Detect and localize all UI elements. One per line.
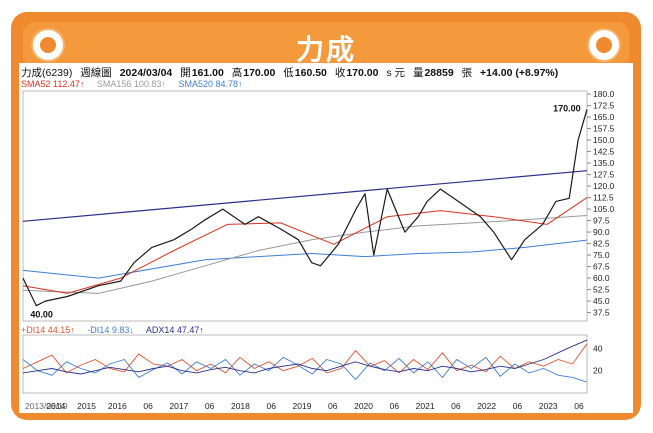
y-tick-label: 45.0: [593, 296, 610, 306]
sma156-line: [22, 215, 588, 294]
dmi-plot-area: [22, 334, 588, 394]
volume-label: 量: [412, 67, 424, 79]
x-tick-label: 06: [390, 401, 400, 411]
chart-panel: 力成(6239) 週線圖 2024/03/04 開161.00 高170.00 …: [19, 63, 633, 413]
right-circle-icon: [589, 30, 619, 60]
y-tick-label: 97.5: [593, 216, 610, 226]
x-tick-label: 2019: [293, 401, 312, 411]
trendline: [22, 170, 588, 222]
y-tick-label: 112.5: [593, 193, 614, 203]
open-value: 161.00: [191, 67, 224, 79]
y-tick-label: 142.5: [593, 147, 615, 157]
change-value: +14.00 (+8.97%): [480, 67, 559, 79]
x-tick-label: 2014: [46, 401, 65, 411]
sma-legend: SMA52 112.47↑ SMA156 100.83↑ SMA520 84.7…: [21, 79, 253, 89]
close-label: 收: [334, 67, 346, 79]
dmi-y-tick-label: 20: [593, 366, 603, 376]
x-tick-label: 06: [266, 401, 276, 411]
y-tick-label: 172.5: [593, 101, 615, 111]
high-annotation: 170.00: [553, 103, 581, 113]
sma520-legend: SMA520 84.78↑: [178, 79, 243, 89]
x-tick-label: 06: [513, 401, 523, 411]
volume-unit: 張: [461, 67, 473, 79]
sma520-line: [22, 239, 588, 279]
y-tick-label: 52.5: [593, 285, 610, 295]
x-tick-label: 2022: [477, 401, 496, 411]
y-tick-label: 120.0: [593, 181, 615, 191]
x-tick-label: 06: [143, 401, 153, 411]
x-tick-label: 06: [328, 401, 338, 411]
adx-line: [22, 339, 588, 375]
x-tick-label: 06: [205, 401, 215, 411]
y-tick-label: 90.0: [593, 227, 610, 237]
y-tick-label: 60.0: [593, 273, 610, 283]
y-tick-label: 67.5: [593, 262, 610, 272]
x-tick-label: 2021: [416, 401, 435, 411]
dmi-legend: +DI14 44.15↑ -DI14 9.83↓ ADX14 47.47↑: [21, 325, 214, 335]
x-tick-label: 2015: [77, 401, 96, 411]
x-tick-label: 2013/08/19: [25, 401, 68, 411]
y-tick-label: 157.5: [593, 124, 615, 134]
x-tick-label: 06: [574, 401, 584, 411]
mdi-legend: -DI14 9.83↓: [87, 325, 134, 335]
low-value: 160.50: [294, 67, 327, 79]
y-tick-label: 150.0: [593, 135, 615, 145]
left-circle-icon: [33, 30, 63, 60]
x-tick-label: 2020: [354, 401, 373, 411]
x-tick-label: 2018: [231, 401, 250, 411]
sma156-legend: SMA156 100.83↑: [96, 79, 166, 89]
y-tick-label: 75.0: [593, 250, 610, 260]
chart-title: 力成: [295, 34, 356, 65]
price-info-bar: 力成(6239) 週線圖 2024/03/04 開161.00 高170.00 …: [21, 65, 563, 80]
date-label: 2024/03/04: [119, 67, 173, 79]
sma52-line: [22, 197, 588, 294]
title-bar: 力成: [23, 22, 629, 68]
dmi-y-tick-label: 40: [593, 343, 603, 353]
stock-name: 力成(6239): [21, 67, 73, 79]
y-tick-label: 135.0: [593, 158, 615, 168]
adx-legend: ADX14 47.47↑: [145, 325, 204, 335]
pdi-legend: +DI14 44.15↑: [21, 325, 75, 335]
sma52-legend: SMA52 112.47↑: [21, 79, 85, 89]
low-annotation: 40.00: [30, 310, 53, 320]
y-tick-label: 165.0: [593, 112, 615, 122]
x-tick-label: 2016: [108, 401, 127, 411]
y-tick-label: 127.5: [593, 170, 615, 180]
x-tick-label: 2023: [539, 401, 558, 411]
x-tick-label: 2017: [169, 401, 188, 411]
high-value: 170.00: [243, 67, 276, 79]
chart-frame: 力成 力成(6239) 週線圖 2024/03/04 開161.00 高170.…: [11, 12, 641, 420]
mdi-line: [22, 356, 588, 383]
price-plot-area: [22, 90, 588, 322]
y-tick-label: 105.0: [593, 204, 615, 214]
y-tick-label: 37.5: [593, 308, 610, 318]
y-tick-label: 82.5: [593, 239, 610, 249]
pdi-line: [22, 343, 588, 374]
currency-label: s 元: [386, 67, 406, 79]
high-label: 高: [231, 67, 243, 79]
price-line: [22, 109, 588, 307]
y-tick-label: 180.0: [593, 89, 615, 99]
close-value: 170.00: [346, 67, 379, 79]
volume-value: 28859: [424, 67, 454, 79]
low-label: 低: [283, 67, 294, 79]
x-tick-label: 06: [451, 401, 461, 411]
open-label: 開: [180, 67, 191, 79]
period-label: 週線圖: [80, 67, 112, 79]
